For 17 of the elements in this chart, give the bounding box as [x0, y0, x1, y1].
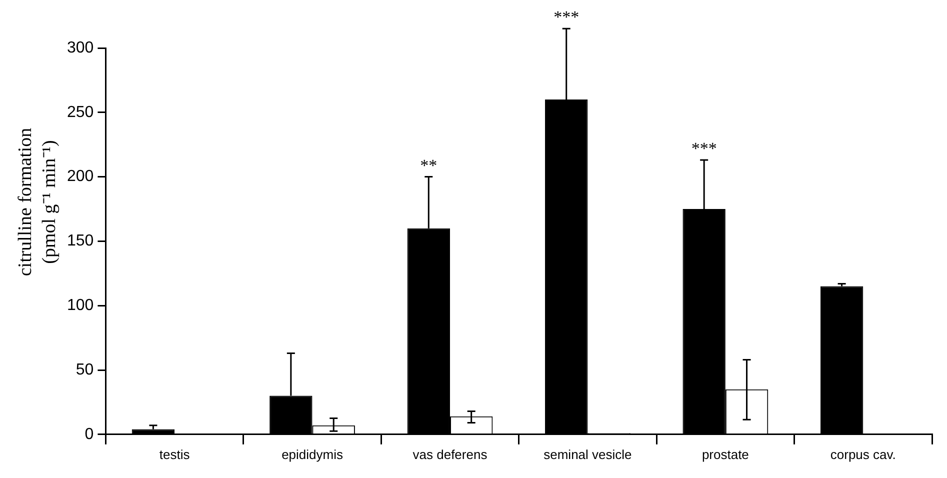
y-tick-label: 200 — [66, 168, 94, 186]
y-tick-label: 0 — [84, 426, 94, 443]
y-axis-title: citrulline formation (pmol g⁻¹ min⁻¹) — [14, 126, 61, 278]
x-tick-label: vas deferens — [412, 446, 488, 462]
annotation: ** — [420, 156, 438, 175]
y-tick-label: 300 — [66, 39, 94, 56]
x-tick-label: prostate — [702, 446, 749, 462]
x-tick-label: epididymis — [282, 446, 344, 462]
y-tick-label: 250 — [66, 104, 94, 121]
y-tick-label: 150 — [66, 232, 94, 250]
annotation: *** — [691, 139, 717, 158]
x-tick-label: seminal vesicle — [544, 446, 632, 462]
text: *** — [554, 8, 580, 27]
y-tick-label: 100 — [66, 297, 94, 314]
x-tick-label: corpus cav. — [830, 446, 896, 462]
y-tick-label: 50 — [76, 361, 94, 378]
x-tick-label: testis — [159, 446, 190, 462]
